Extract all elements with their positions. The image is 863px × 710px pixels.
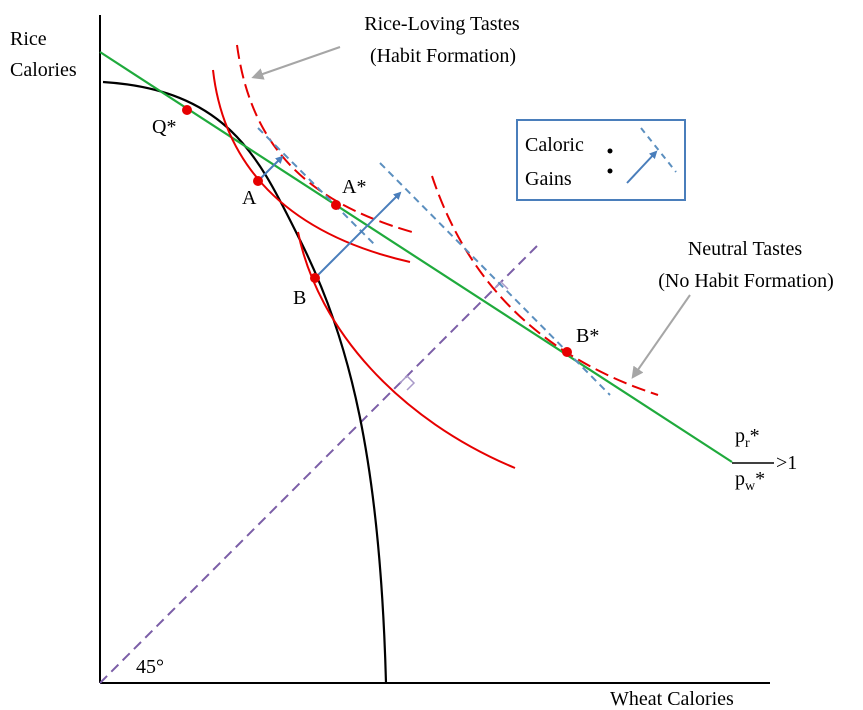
legend-label-line2: Gains [525, 168, 572, 190]
legend-bullet-1 [607, 148, 613, 154]
diagonal-45-line [99, 245, 538, 684]
legend-arrow-sample [626, 150, 658, 184]
tangent-dashed-a [257, 127, 376, 246]
legend-tangent-sample [640, 127, 677, 173]
label-q-star: Q* [152, 116, 176, 138]
rice-loving-title: Rice-Loving Tastes [364, 13, 520, 35]
indifference-curve-b-solid [297, 231, 516, 469]
point-b [310, 273, 320, 283]
label-a: A [242, 187, 257, 209]
tangent-dashed-b [379, 162, 611, 396]
legend-box [516, 119, 686, 201]
neutral-title: Neutral Tastes [688, 238, 803, 260]
price-ratio-label: pr* pw* >1 [732, 425, 797, 494]
right-angle-marker-lower [399, 374, 416, 391]
rice-loving-subtitle: (Habit Formation) [370, 45, 516, 67]
right-angle-marker-upper [493, 280, 509, 290]
price-line [99, 51, 733, 463]
y-axis-label-line1: Rice [10, 28, 47, 50]
neutral-subtitle: (No Habit Formation) [658, 270, 834, 292]
y-axis-label-line2: Calories [10, 59, 77, 81]
point-a-star [331, 200, 341, 210]
price-ratio-denominator: pw* [735, 468, 765, 494]
rice-loving-callout-arrow [251, 46, 341, 80]
x-axis-label: Wheat Calories [610, 688, 734, 710]
price-ratio-comparison: >1 [776, 452, 797, 474]
point-b-star [562, 347, 572, 357]
point-q-star [182, 105, 192, 115]
label-b: B [293, 287, 306, 309]
indifference-curve-b-dashed [431, 175, 659, 396]
caloric-gains-legend: Caloric Gains [516, 119, 686, 201]
price-ratio-numerator: pr* [735, 425, 760, 451]
neutral-callout-arrow [631, 294, 691, 379]
indifference-curve-a-solid [212, 69, 411, 263]
caloric-gain-arrow-b [314, 191, 402, 279]
legend-bullet-2 [607, 168, 613, 174]
indifference-curve-a-dashed [236, 44, 413, 233]
legend-label-line1: Caloric [525, 134, 584, 156]
point-a [253, 176, 263, 186]
caloric-gain-arrow-a [257, 155, 284, 182]
angle-45-label: 45° [136, 656, 164, 678]
production-frontier [102, 80, 388, 684]
label-a-star: A* [342, 176, 366, 198]
label-b-star: B* [576, 325, 599, 347]
